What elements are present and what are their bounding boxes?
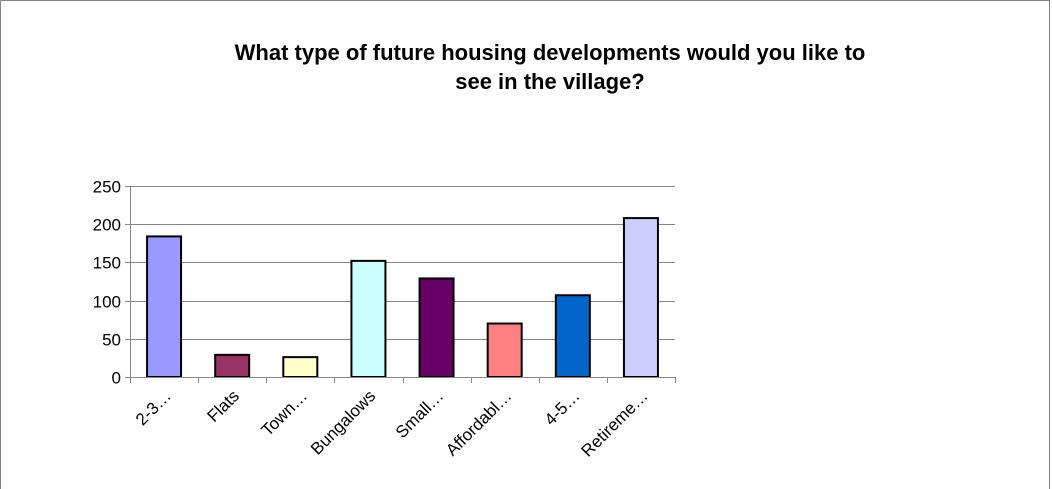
bar-3 [350,259,387,379]
y-tick-label-50: 50 [102,331,121,350]
x-tick-label-0: 2-3… [132,386,175,429]
y-tick-label-0: 0 [112,369,121,388]
x-tick-label-1: Flats [204,386,243,425]
bar-1 [214,353,251,378]
x-tick-label-5: Affordabl… [442,386,515,459]
chart-title-line-1: What type of future housing developments… [234,40,866,65]
x-tick-label-7: Retireme… [578,386,652,460]
x-tick-label-6: 4-5… [541,386,584,429]
bar-7 [622,217,659,378]
x-tick-label-3: Bungalows [307,386,379,458]
bar-2 [282,356,319,378]
bar-5 [486,322,523,378]
y-tick-label-200: 200 [93,216,121,235]
y-tick-label-150: 150 [93,254,121,273]
x-tick-label-2: Town… [258,386,312,440]
y-tick-label-100: 100 [93,293,121,312]
bar-0 [146,235,183,378]
bar-6 [554,294,591,379]
chart-title-line-2: see in the village? [455,69,645,94]
chart-title: What type of future housing developments… [0,38,1052,96]
x-tick-label-4: Small… [392,386,448,442]
y-tick-label-250: 250 [93,178,121,197]
bar-4 [418,277,455,378]
